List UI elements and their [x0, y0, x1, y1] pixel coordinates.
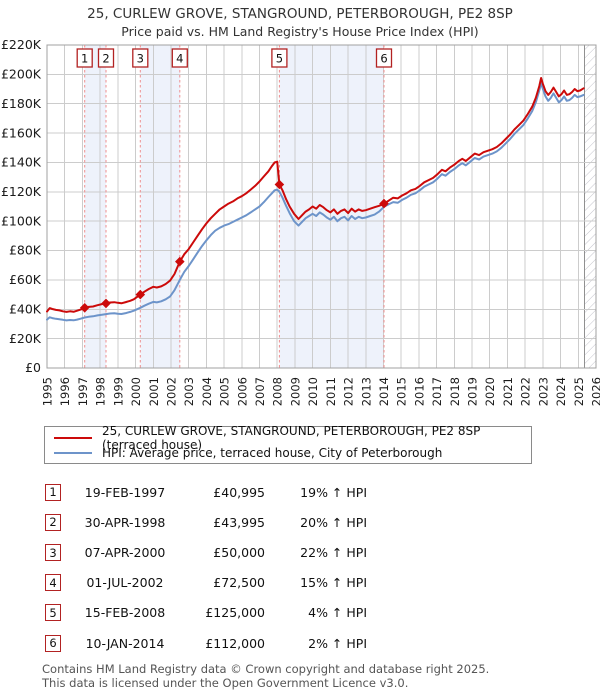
- legend-hpi-label: HPI: Average price, terraced house, City…: [102, 446, 442, 460]
- legend-item-property: 25, CURLEW GROVE, STANGROUND, PETERBOROU…: [50, 430, 526, 445]
- sale-price: £112,000: [185, 636, 265, 651]
- svg-text:2019: 2019: [466, 377, 480, 406]
- svg-text:£20K: £20K: [9, 331, 42, 346]
- sale-price: £125,000: [185, 605, 265, 620]
- svg-text:£220K: £220K: [1, 40, 42, 52]
- svg-text:2003: 2003: [182, 377, 196, 406]
- svg-text:1996: 1996: [58, 377, 72, 406]
- sale-number-badge: 5: [45, 604, 61, 621]
- svg-text:2010: 2010: [306, 377, 320, 406]
- svg-text:2013: 2013: [359, 377, 373, 406]
- sale-date: 07-APR-2000: [65, 545, 185, 560]
- footer-line2: This data is licensed under the Open Gov…: [42, 677, 600, 690]
- svg-text:2006: 2006: [235, 377, 249, 406]
- sale-number-badge: 2: [45, 514, 61, 531]
- table-row: 6 10-JAN-2014 £112,000 2% ↑ HPI: [45, 628, 600, 658]
- svg-text:2023: 2023: [536, 377, 550, 406]
- svg-text:6: 6: [380, 52, 387, 66]
- svg-text:4: 4: [176, 52, 183, 66]
- sale-date: 15-FEB-2008: [65, 605, 185, 620]
- svg-text:£200K: £200K: [1, 67, 42, 82]
- svg-text:2015: 2015: [395, 377, 409, 406]
- table-row: 3 07-APR-2000 £50,000 22% ↑ HPI: [45, 538, 600, 568]
- sale-price: £43,995: [185, 515, 265, 530]
- sale-price: £50,000: [185, 545, 265, 560]
- sale-number-badge: 6: [45, 635, 61, 652]
- sale-date: 10-JAN-2014: [65, 636, 185, 651]
- table-row: 4 01-JUL-2002 £72,500 15% ↑ HPI: [45, 568, 600, 598]
- license-footer: Contains HM Land Registry data © Crown c…: [42, 663, 600, 690]
- svg-text:1998: 1998: [94, 377, 108, 406]
- svg-text:2009: 2009: [288, 377, 302, 406]
- svg-text:£0: £0: [25, 360, 41, 375]
- page-title: 25, CURLEW GROVE, STANGROUND, PETERBOROU…: [0, 5, 600, 24]
- svg-text:2012: 2012: [342, 377, 356, 406]
- hpi-line-swatch: [54, 452, 92, 454]
- svg-text:2007: 2007: [253, 377, 267, 406]
- svg-text:2008: 2008: [271, 377, 285, 406]
- sale-price: £40,995: [185, 485, 265, 500]
- svg-text:2024: 2024: [554, 377, 568, 406]
- price-chart: £0 £20K £40K £60K £80K £100K £120K £140K £160K £1…: [0, 40, 600, 417]
- svg-text:2002: 2002: [165, 377, 179, 406]
- chart-legend: 25, CURLEW GROVE, STANGROUND, PETERBOROU…: [44, 426, 532, 464]
- svg-text:2020: 2020: [483, 377, 497, 406]
- svg-text:2005: 2005: [218, 377, 232, 406]
- table-row: 5 15-FEB-2008 £125,000 4% ↑ HPI: [45, 598, 600, 628]
- svg-text:2016: 2016: [412, 377, 426, 406]
- table-row: 1 19-FEB-1997 £40,995 19% ↑ HPI: [45, 477, 600, 507]
- page-subtitle: Price paid vs. HM Land Registry's House …: [0, 24, 600, 40]
- svg-text:2026: 2026: [590, 377, 600, 406]
- svg-text:1999: 1999: [111, 377, 125, 406]
- svg-text:£80K: £80K: [9, 243, 42, 258]
- sale-hpi-delta: 20% ↑ HPI: [265, 515, 367, 530]
- sale-number-badge: 4: [45, 574, 61, 591]
- sale-hpi-delta: 4% ↑ HPI: [265, 605, 367, 620]
- sale-hpi-delta: 22% ↑ HPI: [265, 545, 367, 560]
- svg-text:2011: 2011: [324, 377, 338, 406]
- sales-table: 1 19-FEB-1997 £40,995 19% ↑ HPI 2 30-APR…: [45, 477, 600, 658]
- price-chart-svg: £0 £20K £40K £60K £80K £100K £120K £140K £160K £1…: [0, 40, 600, 417]
- svg-text:3: 3: [137, 52, 144, 66]
- ownership-band: [140, 45, 180, 368]
- svg-text:1: 1: [81, 52, 88, 66]
- sale-date: 19-FEB-1997: [65, 485, 185, 500]
- chart-header: 25, CURLEW GROVE, STANGROUND, PETERBOROU…: [0, 0, 600, 40]
- svg-text:£140K: £140K: [1, 155, 42, 170]
- property-line-swatch: [54, 437, 92, 439]
- svg-text:2018: 2018: [448, 377, 462, 406]
- svg-text:2022: 2022: [519, 377, 533, 406]
- svg-text:£100K: £100K: [1, 214, 42, 229]
- sale-number-badge: 1: [45, 484, 61, 501]
- svg-text:£120K: £120K: [1, 184, 42, 199]
- svg-text:2000: 2000: [129, 377, 143, 406]
- svg-text:2: 2: [102, 52, 109, 66]
- sale-date: 30-APR-1998: [65, 515, 185, 530]
- footer-line1: Contains HM Land Registry data © Crown c…: [42, 663, 600, 677]
- future-hatch-region: [585, 45, 597, 368]
- sale-date: 01-JUL-2002: [65, 575, 185, 590]
- svg-text:£60K: £60K: [9, 272, 42, 287]
- svg-text:£160K: £160K: [1, 125, 42, 140]
- svg-text:1995: 1995: [41, 377, 55, 406]
- svg-text:2014: 2014: [377, 377, 391, 406]
- svg-text:2017: 2017: [430, 377, 444, 406]
- svg-text:1997: 1997: [76, 377, 90, 406]
- svg-text:£40K: £40K: [9, 302, 42, 317]
- svg-text:£180K: £180K: [1, 96, 42, 111]
- sale-price: £72,500: [185, 575, 265, 590]
- svg-text:5: 5: [276, 52, 283, 66]
- sale-hpi-delta: 2% ↑ HPI: [265, 636, 367, 651]
- sale-hpi-delta: 19% ↑ HPI: [265, 485, 367, 500]
- svg-text:2025: 2025: [572, 377, 586, 406]
- ownership-band: [85, 45, 106, 368]
- svg-text:2001: 2001: [147, 377, 161, 406]
- sale-hpi-delta: 15% ↑ HPI: [265, 575, 367, 590]
- svg-text:2004: 2004: [200, 377, 214, 406]
- sale-number-badge: 3: [45, 544, 61, 561]
- svg-text:2021: 2021: [501, 377, 515, 406]
- table-row: 2 30-APR-1998 £43,995 20% ↑ HPI: [45, 507, 600, 537]
